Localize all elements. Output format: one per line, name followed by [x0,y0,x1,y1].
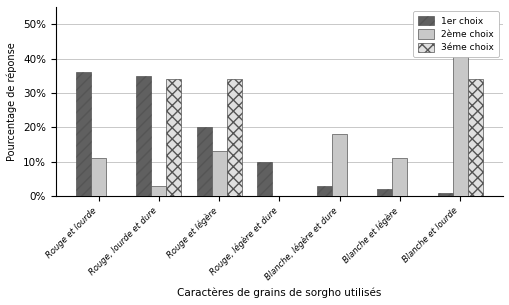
Bar [437,193,451,196]
Bar [226,79,241,196]
Bar [91,158,106,196]
X-axis label: Caractères de grains de sorgho utilisés: Caractères de grains de sorgho utilisés [177,288,381,298]
Bar [331,134,347,196]
Bar [391,158,407,196]
Bar [196,127,211,196]
Bar [211,151,226,196]
Bar [257,162,271,196]
Bar [317,186,331,196]
Y-axis label: Pourcentage de réponse: Pourcentage de réponse [7,42,17,161]
Bar [76,72,91,196]
Bar [136,76,151,196]
Bar [151,186,166,196]
Bar [467,79,482,196]
Bar [166,79,181,196]
Bar [377,189,391,196]
Bar [451,24,467,196]
Legend: 1er choix, 2ème choix, 3éme choix: 1er choix, 2ème choix, 3éme choix [412,12,498,57]
